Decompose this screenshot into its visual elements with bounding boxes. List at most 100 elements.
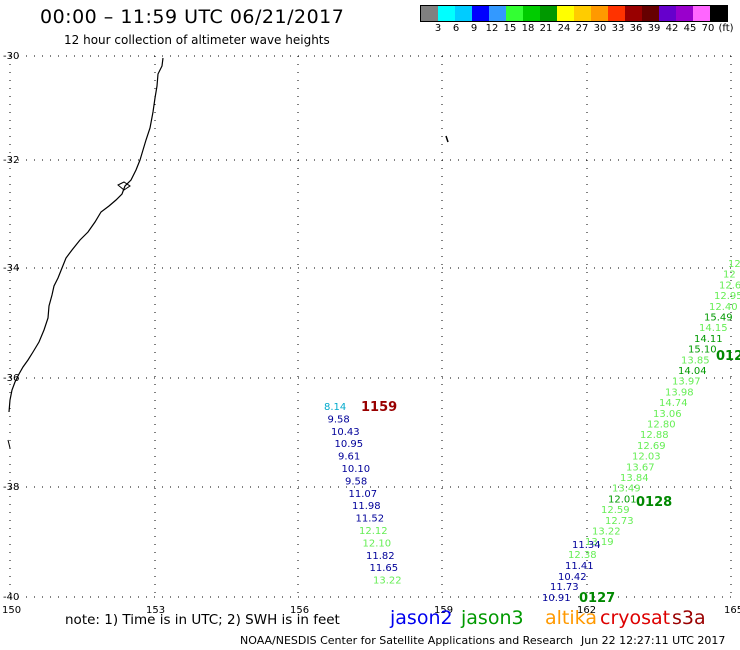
legend-item-cryosat: cryosat [600, 607, 671, 629]
scale-swatch [438, 6, 455, 21]
scale-label: 3 [434, 23, 442, 34]
lat-tick-label: -30 [3, 51, 19, 62]
coastline-cape [7, 439, 11, 449]
lat-lon-grid [9, 55, 732, 598]
wave-height-label: 11.41 [565, 561, 594, 572]
wave-height-color-scale: 3 6 9 12 15 18 21 24 27 30 33 36 39 42 45 70 (ft) [420, 5, 734, 39]
wave-height-label: 13.67 [626, 462, 655, 473]
track-time-label: 0127 [579, 591, 615, 606]
legend-item-jason3: jason3 [461, 607, 524, 629]
scale-label: 42 [665, 23, 679, 34]
wave-height-label: 11.82 [366, 551, 395, 562]
track-time-label: 012 [716, 349, 740, 364]
wave-height-label: 11.52 [356, 514, 385, 525]
wave-height-label: 15.49 [704, 313, 733, 324]
scale-swatch [523, 6, 540, 21]
scale-swatch [710, 6, 727, 21]
lon-tick-label: 165 [724, 605, 740, 616]
wave-height-label: 11.07 [349, 489, 378, 500]
scale-label: (ft) [718, 23, 734, 34]
wave-height-label: 9.58 [328, 414, 350, 425]
wave-height-label: 12 [723, 270, 736, 281]
axis-labels: 150 153 156 159 162 165 -30 -32 -34 -36 -38 -40 [2, 51, 740, 616]
scale-swatch [472, 6, 489, 21]
legend-item-altika: altika [545, 607, 597, 629]
scale-swatch [421, 6, 438, 21]
scale-label: 18 [521, 23, 535, 34]
wave-height-label: 12.12 [359, 526, 388, 537]
scale-label: 21 [539, 23, 553, 34]
timestamp: Jun 22 12:27:11 UTC 2017 [581, 634, 726, 647]
wave-height-label: 13.84 [620, 473, 649, 484]
wave-height-label: 13.22 [592, 527, 621, 538]
lord-howe-island [445, 135, 449, 143]
wave-height-label: 11.98 [352, 501, 381, 512]
scale-label: 12 [485, 23, 499, 34]
legend-item-s3a: s3a [672, 607, 706, 629]
scale-swatch [489, 6, 506, 21]
scale-swatch [642, 6, 659, 21]
scale-label: 9 [470, 23, 478, 34]
scale-swatch [506, 6, 523, 21]
wave-height-label: 13.85 [681, 355, 710, 366]
wave-height-label: 12.88 [640, 430, 669, 441]
wave-height-label: 10.43 [331, 427, 360, 438]
west-track-labels: 11598.149.5810.4310.959.6110.109.5811.07… [324, 400, 402, 587]
lat-tick-label: -32 [3, 155, 19, 166]
lat-tick-label: -34 [3, 263, 19, 274]
wave-height-label: 13.22 [373, 576, 402, 587]
wave-height-label: 11.34 [572, 540, 601, 551]
wave-height-label: 12 [728, 259, 740, 270]
scale-label: 15 [503, 23, 517, 34]
wave-height-label: 12.6 [719, 280, 740, 291]
scale-label: 45 [683, 23, 697, 34]
wave-height-label: 14.74 [659, 398, 688, 409]
wave-height-label: 10.91 [542, 593, 571, 604]
scale-label: 24 [557, 23, 571, 34]
wave-height-label: 11.65 [370, 563, 399, 574]
track-time-label: 1159 [361, 400, 397, 415]
scale-label: 27 [575, 23, 589, 34]
wave-height-label: 10.42 [558, 572, 587, 583]
wave-height-label: 12.01 [608, 494, 637, 505]
credit-line: NOAA/NESDIS Center for Satellite Applica… [240, 634, 574, 647]
track-time-label: 0128 [636, 495, 672, 510]
lat-tick-label: -36 [3, 373, 19, 384]
wave-height-label: 12.95 [714, 291, 740, 302]
lon-tick-label: 153 [146, 605, 165, 616]
scale-swatch [591, 6, 608, 21]
wave-height-label: 8.14 [324, 402, 346, 413]
wave-height-label: 14.15 [699, 323, 728, 334]
scale-label: 30 [593, 23, 607, 34]
lon-tick-label: 156 [290, 605, 309, 616]
wave-height-label: 12.80 [647, 420, 676, 431]
scale-label: 33 [611, 23, 625, 34]
coastline-australia [8, 57, 164, 413]
page-subtitle: 12 hour collection of altimeter wave hei… [64, 33, 330, 47]
lon-tick-label: 150 [2, 605, 21, 616]
wave-height-label: 12.69 [637, 441, 666, 452]
wave-height-label: 13.06 [653, 409, 682, 420]
wave-height-label: 12.03 [632, 452, 661, 463]
wave-height-label: 12.38 [568, 550, 597, 561]
wave-height-label: 13.49 [612, 484, 641, 495]
wave-height-label: 14.04 [678, 366, 707, 377]
scale-swatch [608, 6, 625, 21]
wave-height-label: 13.98 [665, 387, 694, 398]
wave-height-label: 14.11 [694, 334, 723, 345]
lon-tick-label: 159 [434, 605, 453, 616]
color-scale-labels: 3 6 9 12 15 18 21 24 27 30 33 36 39 42 45 70 (ft) [420, 23, 740, 37]
coastline-islet [117, 181, 131, 191]
scale-swatch [676, 6, 693, 21]
scale-swatch [455, 6, 472, 21]
wave-height-label: 13.97 [672, 377, 701, 388]
wave-height-label: 9.58 [345, 476, 367, 487]
color-scale-swatches [420, 5, 728, 22]
wave-height-label: 12.40 [709, 302, 738, 313]
scale-label: 70 [701, 23, 715, 34]
scale-label: 39 [647, 23, 661, 34]
scale-swatch [574, 6, 591, 21]
scale-swatch [540, 6, 557, 21]
lon-tick-label: 162 [577, 605, 596, 616]
